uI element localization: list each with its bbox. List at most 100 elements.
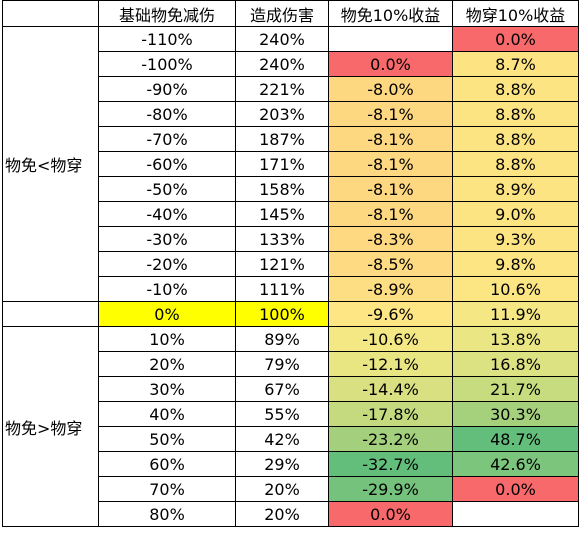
penetration-gain-cell[interactable]: 42.6% <box>452 451 579 477</box>
defense-gain-cell[interactable]: -14.4% <box>328 376 453 402</box>
base-reduction-cell[interactable]: -50% <box>98 176 236 202</box>
table-row: 40% 55% -17.8% 30.3% <box>3 401 579 427</box>
penetration-gain-cell[interactable]: 9.8% <box>452 251 579 277</box>
damage-dealt-cell[interactable]: 121% <box>235 251 329 277</box>
header-base-reduction[interactable]: 基础物免减伤 <box>98 0 236 27</box>
defense-gain-cell[interactable]: -8.1% <box>328 176 453 202</box>
base-reduction-cell[interactable]: 10% <box>98 326 236 352</box>
header-damage-dealt[interactable]: 造成伤害 <box>235 0 329 27</box>
penetration-gain-cell[interactable]: 9.0% <box>452 201 579 227</box>
damage-dealt-cell[interactable]: 100% <box>235 301 329 327</box>
defense-gain-cell[interactable]: -8.1% <box>328 126 453 152</box>
penetration-gain-cell[interactable]: 8.8% <box>452 151 579 177</box>
defense-gain-cell[interactable]: -17.8% <box>328 401 453 427</box>
defense-gain-cell[interactable]: -29.9% <box>328 476 453 502</box>
damage-dealt-cell[interactable]: 20% <box>235 501 329 527</box>
base-reduction-cell[interactable]: -100% <box>98 51 236 77</box>
defense-gain-cell[interactable]: -23.2% <box>328 426 453 452</box>
table-row: -80% 203% -8.1% 8.8% <box>3 101 579 127</box>
header-penetration-gain[interactable]: 物穿10%收益 <box>452 0 579 27</box>
penetration-gain-cell[interactable]: 16.8% <box>452 351 579 377</box>
defense-gain-cell[interactable]: -12.1% <box>328 351 453 377</box>
header-defense-gain[interactable]: 物免10%收益 <box>328 0 453 27</box>
penetration-gain-cell[interactable]: 8.8% <box>452 76 579 102</box>
defense-gain-cell[interactable]: -32.7% <box>328 451 453 477</box>
base-reduction-cell[interactable]: -80% <box>98 101 236 127</box>
base-reduction-cell[interactable]: -60% <box>98 151 236 177</box>
base-reduction-cell[interactable]: 40% <box>98 401 236 427</box>
base-reduction-cell[interactable]: 60% <box>98 451 236 477</box>
penetration-gain-cell[interactable] <box>452 501 579 527</box>
penetration-gain-cell[interactable]: 10.6% <box>452 276 579 302</box>
damage-dealt-cell[interactable]: 171% <box>235 151 329 177</box>
table-row: 70% 20% -29.9% 0.0% <box>3 476 579 502</box>
penetration-gain-cell[interactable]: 8.7% <box>452 51 579 77</box>
defense-gain-cell[interactable]: -10.6% <box>328 326 453 352</box>
base-reduction-cell[interactable]: -20% <box>98 251 236 277</box>
table-row: 50% 42% -23.2% 48.7% <box>3 426 579 452</box>
damage-dealt-cell[interactable]: 67% <box>235 376 329 402</box>
defense-gain-cell[interactable]: -8.1% <box>328 201 453 227</box>
base-reduction-cell[interactable]: 80% <box>98 501 236 527</box>
base-reduction-cell[interactable]: -10% <box>98 276 236 302</box>
base-reduction-cell[interactable]: 70% <box>98 476 236 502</box>
table-row: -50% 158% -8.1% 8.9% <box>3 176 579 202</box>
spreadsheet-body: 基础物免减伤 造成伤害 物免10%收益 物穿10%收益 物免<物穿 -110% 24… <box>2 0 579 527</box>
damage-dealt-cell[interactable]: 55% <box>235 401 329 427</box>
penetration-gain-cell[interactable]: 48.7% <box>452 426 579 452</box>
defense-gain-cell[interactable]: -8.1% <box>328 101 453 127</box>
damage-dealt-cell[interactable]: 79% <box>235 351 329 377</box>
damage-dealt-cell[interactable]: 145% <box>235 201 329 227</box>
base-reduction-cell[interactable]: 30% <box>98 376 236 402</box>
penetration-gain-cell[interactable]: 9.3% <box>452 226 579 252</box>
penetration-gain-cell[interactable]: 0.0% <box>452 476 579 502</box>
penetration-gain-cell[interactable]: 8.8% <box>452 101 579 127</box>
defense-gain-cell[interactable]: 0.0% <box>328 51 453 77</box>
base-reduction-cell[interactable]: 20% <box>98 351 236 377</box>
table-row: 物免>物穿 10% 89% -10.6% 13.8% <box>2 326 579 527</box>
penetration-gain-cell[interactable]: 8.8% <box>452 126 579 152</box>
base-reduction-cell[interactable]: -90% <box>98 76 236 102</box>
table-row: -60% 171% -8.1% 8.8% <box>3 151 579 177</box>
damage-dealt-cell[interactable]: 158% <box>235 176 329 202</box>
spreadsheet-table: 基础物免减伤 造成伤害 物免10%收益 物穿10%收益 物免<物穿 -110% 24… <box>2 0 579 527</box>
defense-gain-cell[interactable]: 0.0% <box>328 501 453 527</box>
damage-dealt-cell[interactable]: 89% <box>235 326 329 352</box>
penetration-gain-cell[interactable]: 30.3% <box>452 401 579 427</box>
penetration-gain-cell[interactable]: 0.0% <box>452 26 579 52</box>
damage-dealt-cell[interactable]: 203% <box>235 101 329 127</box>
base-reduction-cell[interactable]: -40% <box>98 201 236 227</box>
defense-gain-cell[interactable]: -8.9% <box>328 276 453 302</box>
damage-dealt-cell[interactable]: 187% <box>235 126 329 152</box>
damage-dealt-cell[interactable]: 240% <box>235 26 329 52</box>
defense-gain-cell[interactable]: -8.3% <box>328 226 453 252</box>
table-row: -20% 121% -8.5% 9.8% <box>3 251 579 277</box>
penetration-gain-cell[interactable]: 13.8% <box>452 326 579 352</box>
penetration-gain-cell[interactable]: 21.7% <box>452 376 579 402</box>
defense-gain-cell[interactable]: -8.0% <box>328 76 453 102</box>
defense-gain-cell[interactable]: -8.5% <box>328 251 453 277</box>
damage-dealt-cell[interactable]: 111% <box>235 276 329 302</box>
table-row: 20% 79% -12.1% 16.8% <box>3 351 579 377</box>
base-reduction-cell[interactable]: 0% <box>98 301 236 327</box>
base-reduction-cell[interactable]: -70% <box>98 126 236 152</box>
table-row: -10% 111% -8.9% 10.6% <box>3 276 579 302</box>
penetration-gain-cell[interactable]: 11.9% <box>452 301 579 327</box>
damage-dealt-cell[interactable]: 240% <box>235 51 329 77</box>
damage-dealt-cell[interactable]: 29% <box>235 451 329 477</box>
damage-dealt-cell[interactable]: 42% <box>235 426 329 452</box>
base-reduction-cell[interactable]: -30% <box>98 226 236 252</box>
empty-cell[interactable] <box>2 301 99 327</box>
base-reduction-cell[interactable]: 50% <box>98 426 236 452</box>
base-reduction-cell[interactable]: -110% <box>98 26 236 52</box>
damage-dealt-cell[interactable]: 133% <box>235 226 329 252</box>
group-label-def-gt-pen[interactable]: 物免>物穿 <box>2 326 99 527</box>
defense-gain-cell[interactable]: -9.6% <box>328 301 453 327</box>
penetration-gain-cell[interactable]: 8.9% <box>452 176 579 202</box>
header-corner-cell[interactable] <box>2 0 99 27</box>
group-label-def-lt-pen[interactable]: 物免<物穿 <box>2 26 99 302</box>
damage-dealt-cell[interactable]: 221% <box>235 76 329 102</box>
damage-dealt-cell[interactable]: 20% <box>235 476 329 502</box>
defense-gain-cell[interactable]: -8.1% <box>328 151 453 177</box>
defense-gain-cell[interactable] <box>328 26 453 52</box>
